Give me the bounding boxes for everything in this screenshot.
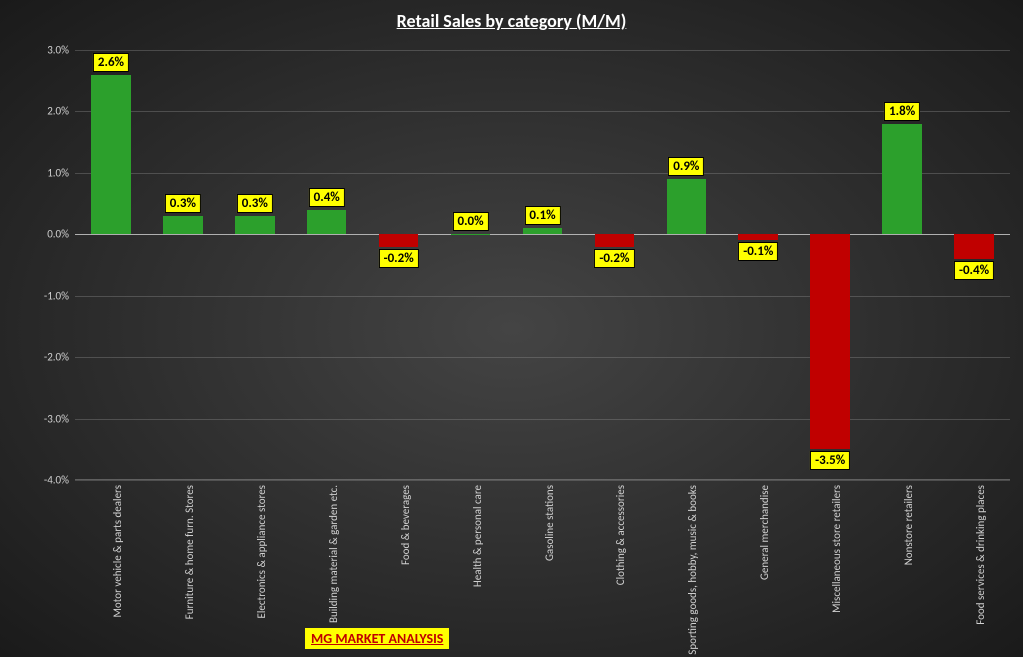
x-axis-category-label: Food services & drinking places (974, 485, 987, 625)
gridline (75, 50, 1010, 51)
y-axis-tick-label: 0.0% (47, 228, 69, 241)
y-axis-tick-label: 2.0% (47, 105, 69, 118)
data-label: -0.2% (594, 249, 634, 268)
data-label: -3.5% (810, 451, 850, 470)
x-axis-category-label: Furniture & home furn. Stores (183, 485, 196, 619)
bar (523, 228, 563, 234)
y-axis-tick-label: -1.0% (44, 289, 69, 302)
data-label: 2.6% (93, 53, 129, 72)
data-label: 1.8% (884, 102, 920, 121)
bar (235, 216, 275, 234)
gridline (75, 419, 1010, 420)
bar (451, 234, 491, 235)
chart-container: Retail Sales by category (M/M) -4.0%-3.0… (0, 0, 1023, 657)
data-label: 0.3% (165, 194, 201, 213)
x-axis-category-label: Sporting goods, hobby, music & books (686, 485, 699, 655)
data-label: -0.1% (738, 242, 778, 261)
data-label: 0.0% (452, 212, 488, 231)
gridline (75, 111, 1010, 112)
bar (882, 124, 922, 235)
bar (91, 75, 131, 235)
bar (810, 234, 850, 449)
gridline (75, 173, 1010, 174)
chart-title: Retail Sales by category (M/M) (0, 10, 1023, 32)
gridline (75, 480, 1010, 481)
y-axis-tick-label: 3.0% (47, 44, 69, 57)
watermark-label: MG MARKET ANALYSIS (305, 628, 449, 649)
data-label: 0.4% (309, 188, 345, 207)
bar (307, 210, 347, 235)
bar (667, 179, 707, 234)
x-axis-category-label: Building material & garden etc. (327, 485, 340, 623)
y-axis-tick-label: -2.0% (44, 351, 69, 364)
bar (954, 234, 994, 259)
x-axis-category-label: General merchandise (758, 485, 771, 580)
data-label: -0.4% (954, 261, 994, 280)
data-label: -0.2% (379, 249, 419, 268)
bar (595, 234, 635, 246)
x-axis-category-label: Nonstore retailers (902, 485, 915, 565)
x-axis-category-label: Clothing & accessories (614, 485, 627, 585)
bar (379, 234, 419, 246)
x-axis-category-label: Health & personal care (471, 485, 484, 587)
plot-area: -4.0%-3.0%-2.0%-1.0%0.0%1.0%2.0%3.0%2.6%… (75, 50, 1010, 480)
zero-axis-line (75, 234, 1010, 235)
data-label: 0.9% (668, 157, 704, 176)
bar (163, 216, 203, 234)
gridline (75, 296, 1010, 297)
x-axis-category-label: Electronics & appliance stores (255, 485, 268, 618)
x-axis-category-label: Food & beverages (399, 485, 412, 565)
bar (738, 234, 778, 240)
x-axis-category-label: Motor vehicle & parts dealers (111, 485, 124, 618)
data-label: 0.3% (237, 194, 273, 213)
y-axis-tick-label: -3.0% (44, 412, 69, 425)
x-axis-category-label: Gasoline stations (543, 485, 556, 561)
data-label: 0.1% (524, 206, 560, 225)
y-axis-tick-label: -4.0% (44, 474, 69, 487)
x-axis-category-label: Miscellaneous store retailers (830, 485, 843, 613)
gridline (75, 357, 1010, 358)
y-axis-tick-label: 1.0% (47, 166, 69, 179)
